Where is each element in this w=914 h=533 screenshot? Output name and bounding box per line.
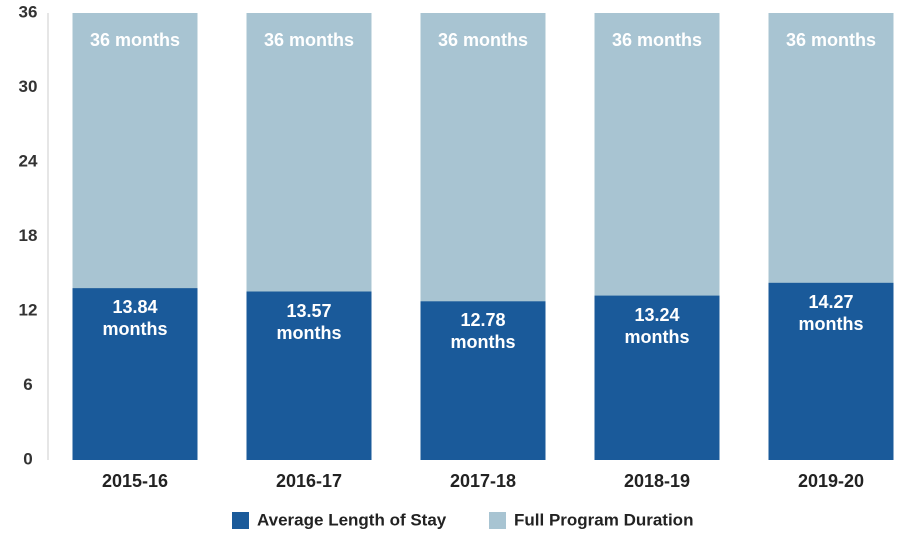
bar (594, 295, 720, 460)
value-label: 36 months (611, 30, 703, 50)
value-label-box: 13.57 months (276, 300, 342, 343)
value-label-box: 36 months (437, 30, 529, 50)
legend-swatch (489, 512, 506, 529)
y-tick-label: 12 (19, 300, 38, 319)
x-tick-label: 2019-20 (798, 471, 864, 491)
value-label-box: 13.84 months (102, 297, 168, 340)
value-label-box: 13.24 months (624, 304, 690, 347)
legend-label: Average Length of Stay (257, 510, 447, 529)
value-label: 14.27 months (798, 291, 864, 334)
x-tick-label: 2016-17 (276, 471, 342, 491)
bar (246, 291, 372, 460)
value-label-box: 36 months (263, 30, 355, 50)
y-tick-label: 18 (19, 226, 38, 245)
value-label: 36 months (437, 30, 529, 50)
y-tick-label: 0 (23, 449, 32, 468)
value-label: 36 months (785, 30, 877, 50)
bar (72, 288, 198, 460)
value-label: 36 months (263, 30, 355, 50)
x-tick-label: 2017-18 (450, 471, 516, 491)
legend-swatch (232, 512, 249, 529)
legend-label: Full Program Duration (514, 510, 693, 529)
x-tick-label: 2015-16 (102, 471, 168, 491)
y-tick-label: 24 (19, 151, 38, 170)
value-label-box: 14.27 months (798, 291, 864, 334)
y-tick-label: 6 (23, 375, 32, 394)
y-tick-label: 36 (19, 2, 38, 21)
bar (420, 301, 546, 460)
bar (768, 282, 894, 460)
value-label-box: 36 months (785, 30, 877, 50)
value-label: 13.84 months (102, 297, 168, 340)
value-label: 36 months (89, 30, 181, 50)
value-label-box: 36 months (611, 30, 703, 50)
value-label: 13.57 months (276, 300, 342, 343)
y-tick-label: 30 (19, 77, 38, 96)
value-label-box: 36 months (89, 30, 181, 50)
value-label: 12.78 months (450, 310, 516, 353)
value-label-box: 12.78 months (450, 310, 516, 353)
x-tick-label: 2018-19 (624, 471, 690, 491)
value-label: 13.24 months (624, 304, 690, 347)
